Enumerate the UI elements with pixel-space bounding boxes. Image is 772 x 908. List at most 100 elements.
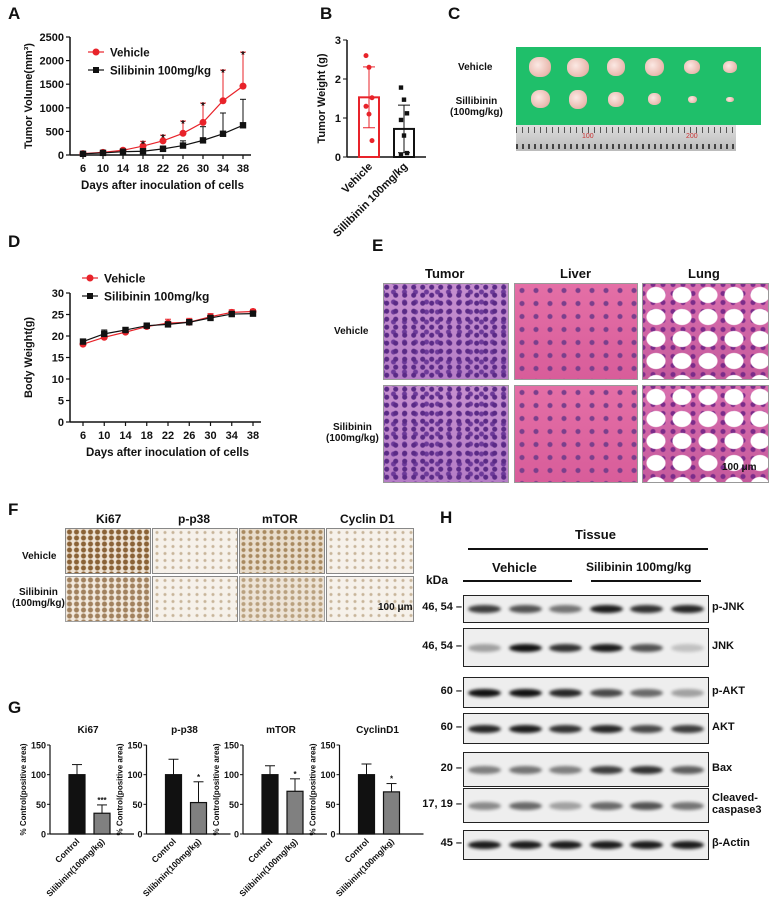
- x-tick-label: 10: [97, 163, 109, 175]
- tumor-specimen: [726, 96, 734, 102]
- f-col-pp38: p-p38: [178, 512, 211, 526]
- bar: [286, 790, 304, 835]
- he-silibinin-tumor: [383, 385, 509, 483]
- bar: [382, 791, 401, 835]
- western-blot-5: [463, 788, 709, 823]
- data-point: [398, 85, 404, 90]
- blot-band: [549, 724, 583, 733]
- panel-label-d: D: [8, 232, 21, 251]
- bar: [357, 774, 376, 835]
- data-point: [369, 95, 375, 101]
- legend-label: Silibinin 100mg/kg: [110, 66, 211, 78]
- tumor-specimen: [608, 91, 624, 107]
- legend-marker: [92, 48, 100, 56]
- e-row-silibinin: Silibinin (100mg/kg): [326, 422, 379, 444]
- blot-band: [589, 765, 623, 774]
- blot-band: [468, 688, 501, 697]
- data-point: [401, 133, 407, 138]
- blot-band: [549, 841, 583, 849]
- data-point: [186, 319, 193, 326]
- he-vehicle-tumor: [383, 283, 509, 380]
- blot-band: [468, 841, 501, 849]
- f-scale-label: 100 μm: [378, 602, 413, 613]
- y-axis-label: % Control(positive area): [212, 743, 221, 835]
- significance-mark: *: [390, 775, 394, 784]
- ihc-vehicle-cyclind1: [326, 528, 414, 574]
- h-group-vehicle: Vehicle: [492, 560, 537, 575]
- y-axis-label: Tumor Volume(mm³): [23, 43, 35, 149]
- blot-band: [671, 724, 704, 733]
- y-tick-label: 25: [52, 310, 64, 322]
- y-tick-label: 0: [335, 152, 341, 164]
- significance-mark: *: [181, 119, 185, 130]
- data-point: [199, 137, 207, 144]
- x-tick-label: 18: [137, 163, 149, 175]
- tumor-specimen: [687, 95, 697, 103]
- blot-band: [589, 643, 623, 652]
- h-kda-label: kDa: [426, 573, 449, 587]
- x-tick-label: 38: [247, 430, 259, 442]
- panel-label-e: E: [372, 236, 384, 255]
- tumor-specimen: [569, 89, 587, 109]
- blot-band: [671, 643, 704, 652]
- western-blot-1: [463, 628, 709, 667]
- e-row-vehicle: Vehicle: [334, 326, 369, 337]
- kda-marker: 46, 54 –: [422, 601, 462, 613]
- protein-label: JNK: [712, 639, 735, 652]
- c-row-label-silibinin: Sillibinin (100mg/kg): [450, 96, 503, 118]
- western-blot-2: [463, 677, 709, 708]
- y-tick-label: 0: [58, 150, 64, 162]
- tumor-specimen: [529, 57, 551, 77]
- data-point: [143, 322, 150, 329]
- y-axis-label: % Control(positive area): [116, 743, 125, 835]
- e-col-lung: Lung: [688, 266, 720, 281]
- y-tick-label: 100: [127, 770, 142, 780]
- y-tick-label: 15: [52, 353, 64, 365]
- y-tick-label: 500: [46, 126, 64, 138]
- protein-label: Bax: [712, 761, 733, 774]
- legend-label: Vehicle: [104, 272, 146, 286]
- y-tick-label: 2: [335, 74, 341, 86]
- significance-mark: *: [197, 773, 201, 782]
- data-point: [179, 142, 187, 149]
- e-col-tumor: Tumor: [425, 266, 465, 281]
- y-tick-label: 100: [224, 770, 239, 780]
- x-tick-label: 22: [162, 430, 174, 442]
- y-axis-label: Body Weight(g): [23, 317, 35, 398]
- blot-band: [508, 688, 542, 697]
- series-line-0: [82, 310, 254, 345]
- blot-band: [468, 724, 501, 733]
- data-point: [219, 97, 227, 105]
- tumor-specimen: [644, 58, 664, 76]
- series-line-1: [82, 313, 254, 343]
- x-axis-label: Days after inoculation of cells: [86, 447, 249, 459]
- x-tick-label: 30: [197, 163, 209, 175]
- data-point: [159, 137, 167, 145]
- y-tick-label: 50: [325, 800, 335, 810]
- y-tick-label: 50: [36, 800, 46, 810]
- blot-band: [630, 724, 664, 733]
- data-point: [122, 326, 129, 334]
- western-blot-4: [463, 752, 709, 787]
- y-tick-label: 100: [31, 770, 46, 780]
- significance-mark: *: [201, 101, 205, 112]
- y-tick-label: 1: [335, 113, 341, 125]
- f-col-mtor: mTOR: [262, 512, 298, 526]
- significance-mark: *: [161, 133, 165, 144]
- e-scale-label: 100 μm: [722, 462, 757, 473]
- blot-band: [589, 688, 623, 697]
- data-point: [164, 321, 172, 328]
- x-tick-label: 26: [177, 163, 189, 175]
- y-tick-label: 3: [335, 35, 341, 47]
- bar: [189, 801, 208, 835]
- g-title: Ki67: [77, 725, 99, 736]
- y-tick-label: 2500: [40, 32, 64, 44]
- y-tick-label: 0: [234, 830, 239, 840]
- tumor-specimen: [567, 57, 589, 77]
- y-tick-label: 0: [58, 417, 64, 429]
- ihc-vehicle-mtor: [239, 528, 325, 574]
- blot-band: [468, 643, 501, 652]
- blot-band: [508, 765, 542, 774]
- h-group-silibinin: Silibinin 100mg/kg: [586, 560, 692, 574]
